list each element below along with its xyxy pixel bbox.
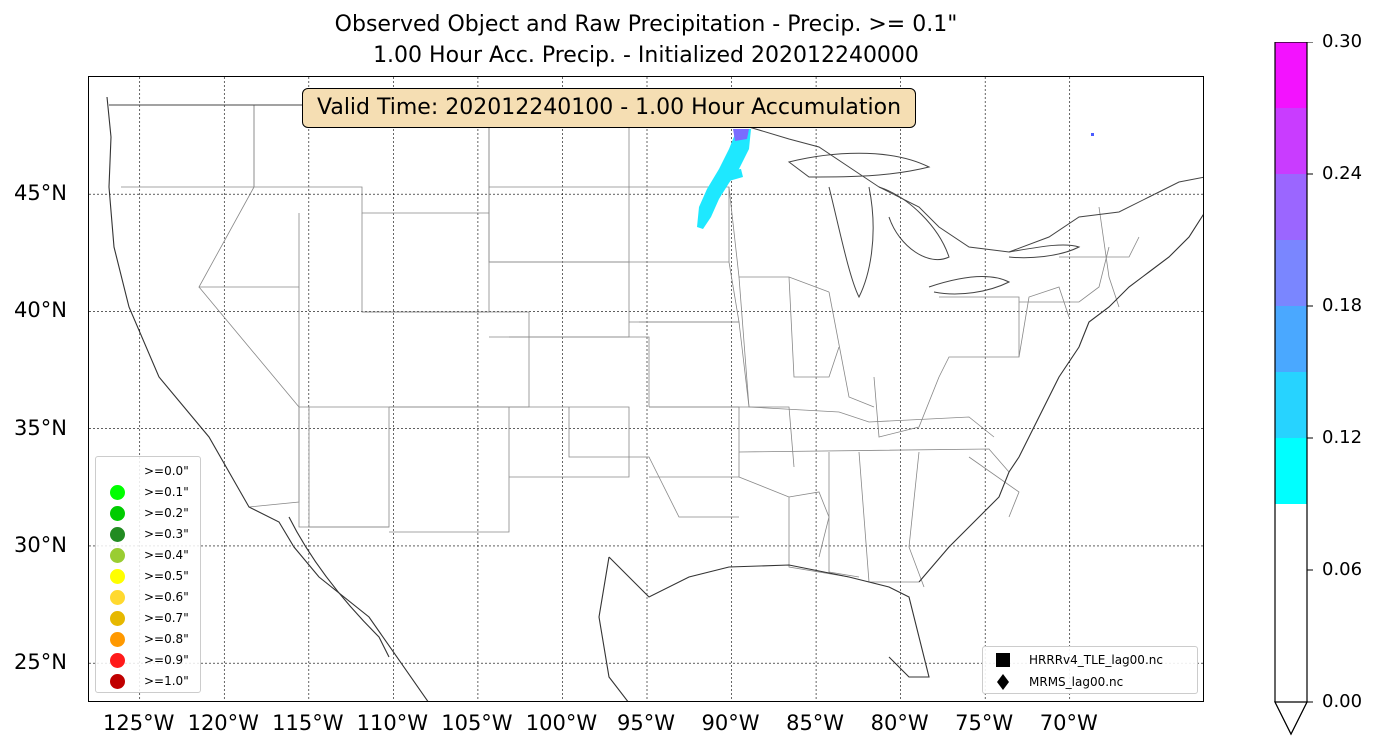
threshold-legend-label: >=0.1" — [144, 485, 189, 499]
threshold-dot-icon — [110, 548, 125, 563]
threshold-legend-label: >=0.2" — [144, 506, 189, 520]
graticule — [89, 77, 1203, 701]
lat-tick-label: 40°N — [14, 298, 67, 323]
threshold-legend-item: >=0.8" — [108, 629, 200, 650]
colorbar-segment — [1275, 108, 1307, 174]
valid-time-box: Valid Time: 202012240100 - 1.00 Hour Acc… — [302, 88, 917, 128]
threshold-legend-item: >=1.0" — [108, 671, 200, 692]
source-legend-item-hrrr: HRRRv4_TLE_lag00.nc — [993, 649, 1193, 671]
threshold-legend: >=0.0" >=0.1" >=0.2" >=0.3" >=0.4" >=0.5" >=0.… — [95, 456, 201, 693]
source-legend: HRRRv4_TLE_lag00.nc MRMS_lag00.nc — [982, 646, 1198, 694]
title-line-2: 1.00 Hour Acc. Precip. - Initialized 202… — [373, 43, 919, 68]
threshold-dot-icon — [110, 674, 125, 689]
threshold-dot-icon — [110, 590, 125, 605]
source-legend-label: HRRRv4_TLE_lag00.nc — [1029, 653, 1163, 667]
lon-tick-label: 125°W — [103, 711, 175, 735]
lon-tick-label: 105°W — [441, 711, 513, 735]
threshold-dot-icon — [110, 506, 125, 521]
threshold-legend-item: >=0.4" — [108, 545, 200, 566]
colorbar-tick-label: 0.12 — [1322, 427, 1363, 448]
source-legend-label: MRMS_lag00.nc — [1029, 675, 1124, 689]
lon-tick-label: 110°W — [356, 711, 429, 735]
threshold-legend-label: >=0.9" — [144, 653, 189, 667]
title-line-1: Observed Object and Raw Precipitation - … — [334, 12, 958, 37]
threshold-legend-label: >=0.7" — [144, 611, 189, 625]
square-icon — [996, 653, 1010, 667]
lon-tick-label: 90°W — [701, 711, 760, 735]
threshold-dot-icon — [110, 632, 125, 647]
threshold-dot-icon — [110, 569, 125, 584]
threshold-legend-label: >=0.6" — [144, 590, 189, 604]
state-boundaries — [121, 104, 1140, 588]
colorbar-tick-label: 0.30 — [1322, 31, 1363, 52]
threshold-legend-label: >=0.8" — [144, 632, 189, 646]
threshold-legend-label: >=1.0" — [144, 674, 189, 688]
threshold-dot-icon — [110, 464, 125, 479]
lon-tick-label: 80°W — [870, 711, 929, 735]
threshold-legend-item: >=0.1" — [108, 482, 200, 503]
colorbar-tick-label: 0.18 — [1322, 295, 1363, 316]
threshold-legend-item: >=0.7" — [108, 608, 200, 629]
colorbar-segment — [1275, 504, 1307, 702]
threshold-legend-label: >=0.5" — [144, 569, 189, 583]
map-canvas — [89, 77, 1203, 701]
threshold-legend-item: >=0.9" — [108, 650, 200, 671]
colorbar-tick-label: 0.06 — [1322, 559, 1363, 580]
colorbar-tick-label: 0.00 — [1322, 691, 1363, 712]
threshold-legend-item: >=0.5" — [108, 566, 200, 587]
threshold-dot-icon — [110, 527, 125, 542]
lon-tick-label: 85°W — [786, 711, 845, 735]
threshold-legend-label: >=0.3" — [144, 527, 189, 541]
lon-tick-label: 70°W — [1039, 711, 1098, 735]
threshold-legend-label: >=0.4" — [144, 548, 189, 562]
lon-tick-label: 95°W — [617, 711, 675, 735]
precip-area — [697, 129, 751, 229]
colorbar — [1274, 42, 1313, 736]
threshold-legend-item: >=0.6" — [108, 587, 200, 608]
source-legend-item-mrms: MRMS_lag00.nc — [993, 671, 1193, 693]
lat-tick-label: 35°N — [14, 415, 67, 440]
lon-tick-label: 120°W — [187, 711, 259, 735]
colorbar-segment — [1275, 240, 1307, 306]
lon-tick-label: 100°W — [525, 711, 598, 735]
lon-tick-label: 115°W — [272, 711, 344, 735]
colorbar-extend-min — [1274, 701, 1308, 736]
threshold-legend-item: >=0.2" — [108, 503, 200, 524]
lat-tick-label: 25°N — [14, 650, 67, 675]
colorbar-segment — [1275, 372, 1307, 438]
lat-tick-label: 45°N — [14, 181, 67, 206]
country-borders — [109, 104, 1203, 299]
threshold-dot-icon — [110, 653, 125, 668]
threshold-dot-icon — [110, 485, 125, 500]
coastlines — [106, 96, 1203, 701]
precip-speck — [1091, 133, 1094, 136]
colorbar-segment — [1275, 174, 1307, 240]
colorbar-segment — [1275, 438, 1307, 504]
colorbar-segment — [1275, 42, 1307, 108]
threshold-legend-label: >=0.0" — [144, 464, 189, 478]
precip-band — [697, 129, 1094, 229]
lat-tick-label: 30°N — [14, 532, 67, 557]
threshold-legend-item: >=0.0" — [108, 461, 200, 482]
colorbar-tick-label: 0.24 — [1322, 163, 1363, 184]
colorbar-segment — [1275, 306, 1307, 372]
lon-tick-label: 75°W — [955, 711, 1014, 735]
threshold-dot-icon — [110, 611, 125, 626]
diamond-icon — [997, 674, 1009, 690]
threshold-legend-item: >=0.3" — [108, 524, 200, 545]
precip-peak — [733, 129, 749, 141]
map-panel — [88, 76, 1204, 702]
precip-area — [725, 169, 743, 181]
